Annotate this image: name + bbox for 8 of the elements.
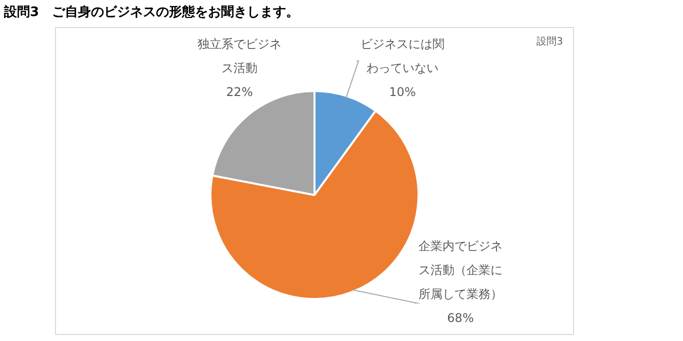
slice-label: ビジネスには関わっていない bbox=[360, 37, 444, 76]
data-label: 68% bbox=[447, 311, 474, 326]
text: 設問3 bbox=[536, 36, 563, 48]
slice-label: 独立系でビジネス活動 bbox=[198, 37, 282, 76]
data-label: 10% bbox=[389, 85, 416, 100]
data-label: 22% bbox=[226, 85, 253, 100]
chart-title: 設問3 ご自身のビジネスの形態をお聞きします。 bbox=[4, 4, 300, 21]
slice-label: 企業内でビジネス活動（企業に所属して業務） bbox=[418, 239, 502, 302]
